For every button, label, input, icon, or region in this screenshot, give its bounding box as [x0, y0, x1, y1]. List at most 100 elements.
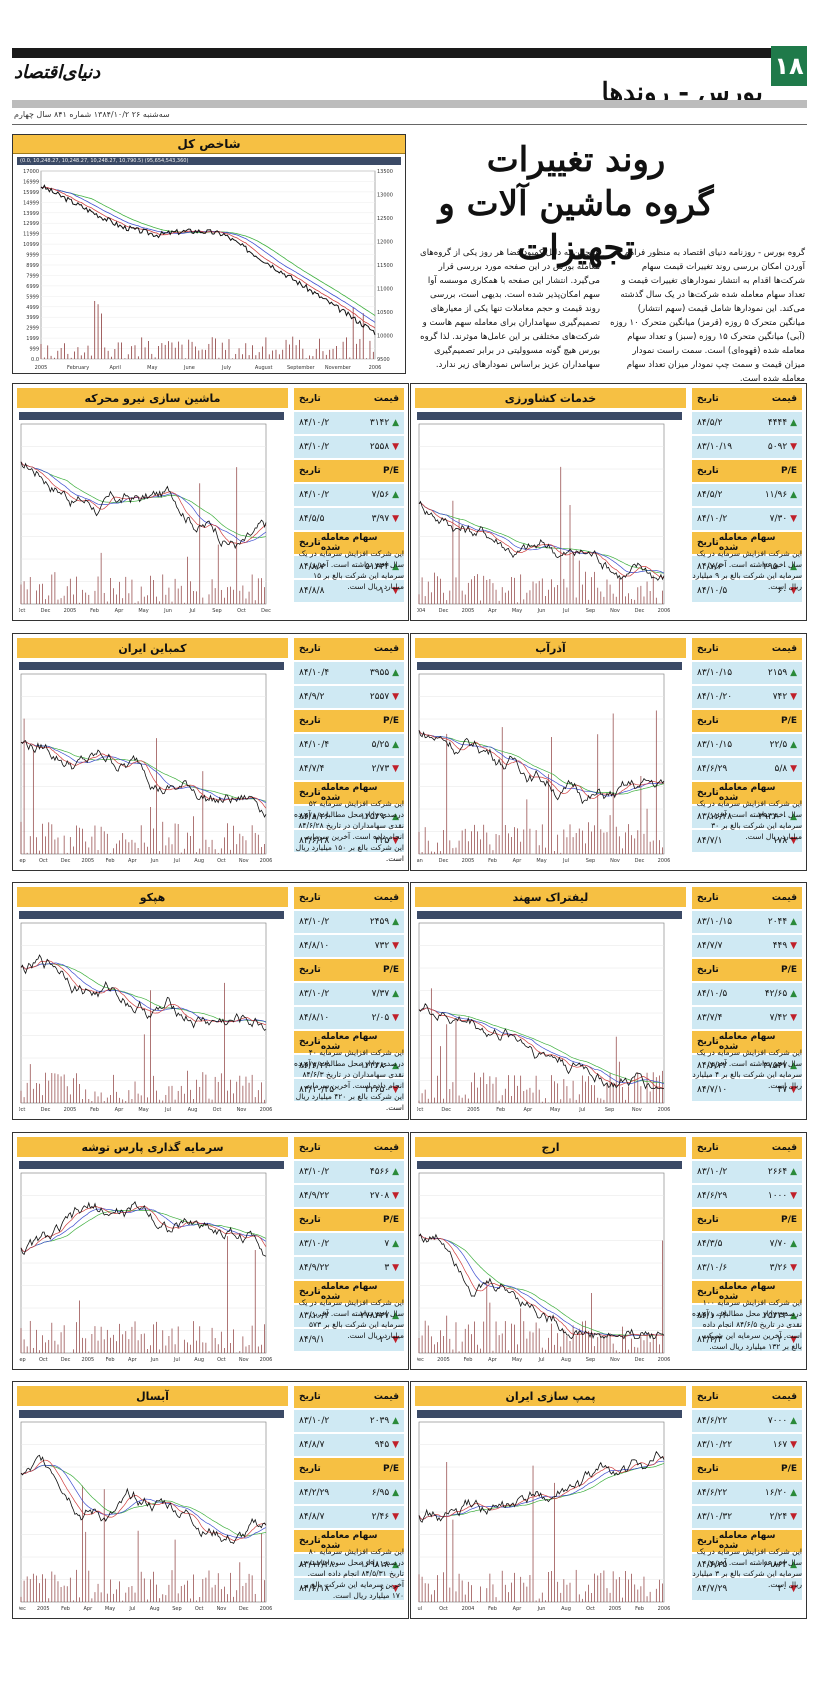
panel-plot-header — [417, 1161, 682, 1169]
x-tick-label: Nov — [610, 1357, 620, 1363]
stats-value-wrap: ۷/۴۲ ▼ — [770, 1013, 797, 1023]
x-tick-label: Apr — [488, 608, 498, 614]
stats-row: ۸۴/۱۰/۴ ۲۵۳۳۳ ▲ — [692, 1305, 802, 1327]
stats-header-label: قیمت — [771, 893, 797, 903]
arrow-up-icon: ▲ — [389, 418, 399, 428]
stats-row: ۸۴/۶/۲۹ ۱۰۰۰ ▼ — [692, 1185, 802, 1207]
stats-date: ۸۳/۱۲/۲۸ — [697, 812, 733, 822]
stats-value-wrap: ۲۲۶۵۰ ▼ — [365, 1085, 399, 1095]
panel-plot-header — [417, 662, 682, 670]
main-x-tick: May — [147, 365, 157, 371]
stats-header-label: سهام معامله شده — [320, 783, 378, 803]
stats-row: ۸۴/۱۰/۲ ۷/۳۰ ▼ — [692, 508, 802, 530]
stats-header-label: P/E — [780, 965, 797, 975]
panel-plot-header — [19, 662, 284, 670]
stats-row: ۸۴/۵/۲ ۴۴۴۴ ▲ — [692, 412, 802, 434]
stats-value: ۱۰۰۰ — [767, 1191, 788, 1201]
x-tick-label: Feb — [488, 858, 497, 864]
x-tick-label: 2005 — [462, 608, 475, 614]
stats-row: ۸۳/۱۰/۲ ۴۵۶۶ ▲ — [294, 1161, 404, 1183]
stats-row: ۸۴/۸/۱۰ ۲/۰۵ ▼ — [294, 1007, 404, 1029]
stats-value: ۷۳۲ — [374, 941, 390, 951]
x-tick-label: Dec — [635, 858, 645, 864]
x-tick-label: Aug — [188, 1107, 198, 1113]
ma5-line — [418, 1007, 665, 1089]
stats-date: ۸۳/۱۰/۲ — [299, 1416, 330, 1426]
stats-row: ۸۳/۱۰/۲ ۲۴۵۹ ▲ — [294, 911, 404, 933]
x-tick-label: Nov — [610, 858, 620, 864]
stats-date: ۸۴/۷/۶ — [697, 562, 723, 572]
stock-panel: تاریخ قیمت ۸۳/۱۰/۲ ۴۵۶۶ ▲ ۸۴/۹/۲۲ ۲۷۰۸ ▼ تاریخ… — [12, 1132, 409, 1370]
x-tick-label: 2005 — [437, 1357, 450, 1363]
x-tick-label: Feb — [635, 1606, 644, 1612]
x-tick-label: May — [138, 1107, 148, 1113]
stats-header-date: تاریخ — [299, 1464, 321, 1474]
stats-date: ۸۴/۳/۵ — [697, 1239, 723, 1249]
stats-header: تاریخ قیمت — [294, 1137, 404, 1159]
main-y-left-tick: 999 — [29, 347, 39, 353]
main-y-left-tick: 4999 — [26, 305, 39, 311]
panel-title: سرمایه گذاری پارس توشه — [17, 1137, 288, 1157]
main-y-left-tick: 0.0 — [31, 357, 39, 363]
stats-value: ۷/۳۷ — [371, 989, 390, 999]
panel-title: ارج — [415, 1137, 686, 1157]
stats-header-date: تاریخ — [299, 893, 321, 903]
x-tick-label: Jun — [150, 858, 159, 864]
headline-line-1: روند تغییرات — [486, 140, 666, 180]
arrow-down-icon: ▼ — [389, 1584, 399, 1594]
stats-row: ۸۴/۱۰/۴ ۳۹۵۵ ▲ — [294, 662, 404, 684]
stats-date: ۸۴/۷/۲۹ — [697, 1584, 728, 1594]
x-tick-label: Oct — [217, 1357, 226, 1363]
stats-row: ۸۴/۶/۲۹ ۵/۸ ▼ — [692, 758, 802, 780]
panel-plot-header — [417, 1410, 682, 1418]
x-tick-label: Sep — [212, 608, 221, 614]
main-y-left-tick: 10999 — [23, 242, 39, 248]
stats-date: ۸۴/۸/۱۰ — [299, 941, 330, 951]
stats-row: ۸۴/۸/۸ ۱۰ ▼ — [294, 580, 404, 602]
header-band — [12, 100, 807, 108]
stats-value-wrap: ۳/۲۶ ▼ — [770, 1263, 797, 1273]
stats-header: تاریخ سهام معامله شده — [692, 1281, 802, 1303]
stats-date: ۸۴/۱۰/۵ — [697, 989, 728, 999]
x-tick-label: Jun — [163, 608, 172, 614]
x-tick-label: Oct — [19, 1107, 25, 1113]
stats-table: تاریخ قیمت ۸۳/۱۰/۱۵ ۲۱۵۹ ▲ ۸۴/۱۰/۲۰ ۷۴۲ ▼ تاری… — [692, 638, 802, 854]
stats-value: ۷ — [384, 1239, 390, 1249]
stats-value: ۵۰۹۲ — [767, 442, 788, 452]
x-tick-label: May — [138, 608, 148, 614]
stats-value: ۷/۴۲ — [769, 1013, 788, 1023]
stats-date: ۸۳/۱۰/۲ — [299, 1167, 330, 1177]
price-line — [20, 740, 267, 818]
main-y-left-tick: 2999 — [26, 326, 39, 332]
stats-header-label: P/E — [382, 1215, 399, 1225]
stock-panel: تاریخ قیمت ۸۴/۵/۲ ۴۴۴۴ ▲ ۸۳/۱۰/۱۹ ۵۰۹۲ ▼ تاریخ… — [410, 383, 807, 621]
stats-value-wrap: ۶۰ ▼ — [380, 1584, 399, 1594]
stats-header-date: تاریخ — [299, 965, 321, 975]
stats-value: ۲۷۸۳۲۷ — [360, 1311, 390, 1321]
arrow-down-icon: ▼ — [389, 941, 399, 951]
stats-value-wrap: ۵۰۹۲ ▼ — [768, 442, 797, 452]
stats-row: ۸۴/۷/۱۰ ۴۷ ▼ — [692, 1079, 802, 1101]
ma15-line — [418, 1007, 664, 1084]
stats-header-date: تاریخ — [299, 1215, 321, 1225]
stats-value: ۳۹۵۵ — [369, 668, 390, 678]
stats-header-label: قیمت — [373, 644, 399, 654]
stock-panel: تاریخ قیمت ۸۳/۱۰/۱۵ ۲۱۵۹ ▲ ۸۴/۱۰/۲۰ ۷۴۲ ▼ تاری… — [410, 633, 807, 871]
x-tick-label: Nov — [239, 1357, 249, 1363]
arrow-up-icon: ▲ — [389, 740, 399, 750]
stats-value-wrap: ۲/۷۳ ▼ — [372, 764, 399, 774]
x-tick-label: Oct — [237, 608, 246, 614]
stats-value: ۱۰ — [379, 586, 390, 596]
stats-date: ۸۴/۱۰/۴ — [299, 668, 330, 678]
stats-header: تاریخ سهام معامله شده — [294, 1281, 404, 1303]
stats-row: ۸۳/۱۰/۲ ۲۵۵۸ ▼ — [294, 436, 404, 458]
x-tick-label: Jul — [417, 1606, 422, 1612]
stats-date: ۸۳/۱۰/۲ — [697, 1167, 728, 1177]
x-tick-label: 2006 — [658, 1357, 671, 1363]
stats-value: ۳۹۳۳۰۰ — [758, 812, 788, 822]
stats-row: ۸۴/۳/۴ ۲۰ ▼ — [692, 1329, 802, 1351]
stats-value-wrap: ۲۰ ▼ — [380, 1335, 399, 1345]
arrow-up-icon: ▲ — [389, 668, 399, 678]
panel-title: کمباین ایران — [17, 638, 288, 658]
x-tick-label: 2005 — [462, 858, 475, 864]
